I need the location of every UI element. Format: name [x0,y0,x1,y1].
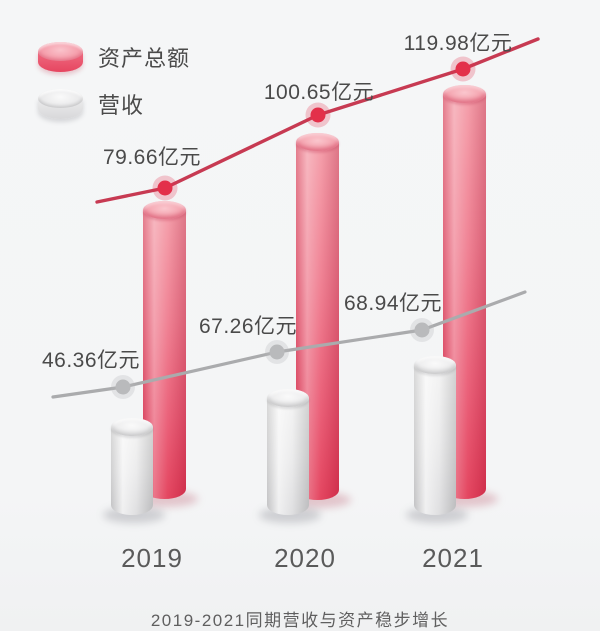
revenue-bar-2020 [259,389,321,523]
legend-item-assets: 资产总额 [38,33,190,80]
bar-top-ellipse [296,133,339,151]
legend: 资产总额 营收 [38,33,190,127]
revenue-bar-2019 [103,418,165,523]
x-axis-label-2021: 2021 [422,543,484,573]
revenue-value-label-2021: 68.94亿元 [343,292,443,315]
revenue-cylinder-icon [38,88,83,119]
asset-data-point-2020 [310,107,326,123]
asset-value-label-2019: 79.66亿元 [102,146,202,169]
revenue-data-point-2019 [115,379,131,395]
x-axis-label-2019: 2019 [121,543,183,573]
bar-body [414,365,456,515]
chart-title: 2019-2021同期营收与资产稳步增长 [150,611,450,630]
bar-top-ellipse [443,85,486,103]
bar-top-ellipse [111,418,153,436]
revenue-bar-2021 [406,356,468,523]
legend-label-revenue: 营收 [98,92,145,118]
bar-body [111,427,153,515]
assets-cylinder-icon [38,41,83,72]
legend-item-revenue: 营收 [38,80,190,127]
revenue-value-label-2019: 46.36亿元 [41,349,141,372]
bar-top-ellipse [267,389,309,407]
bar-body [267,398,309,515]
legend-label-assets: 资产总额 [98,45,191,71]
asset-value-label-2020: 100.65亿元 [263,81,375,104]
bar-top-ellipse [143,201,186,219]
revenue-data-point-2020 [269,344,285,360]
x-axis-label-2020: 2020 [274,543,336,573]
asset-data-point-2019 [157,180,173,196]
cylinder-icon-top [38,41,83,61]
revenue-data-point-2021 [414,322,430,338]
cylinder-icon-top [38,88,83,108]
asset-data-point-2021 [455,61,471,77]
revenue-value-label-2020: 67.26亿元 [198,315,298,338]
bar-top-ellipse [414,356,456,374]
asset-value-label-2021: 119.98亿元 [403,32,513,55]
